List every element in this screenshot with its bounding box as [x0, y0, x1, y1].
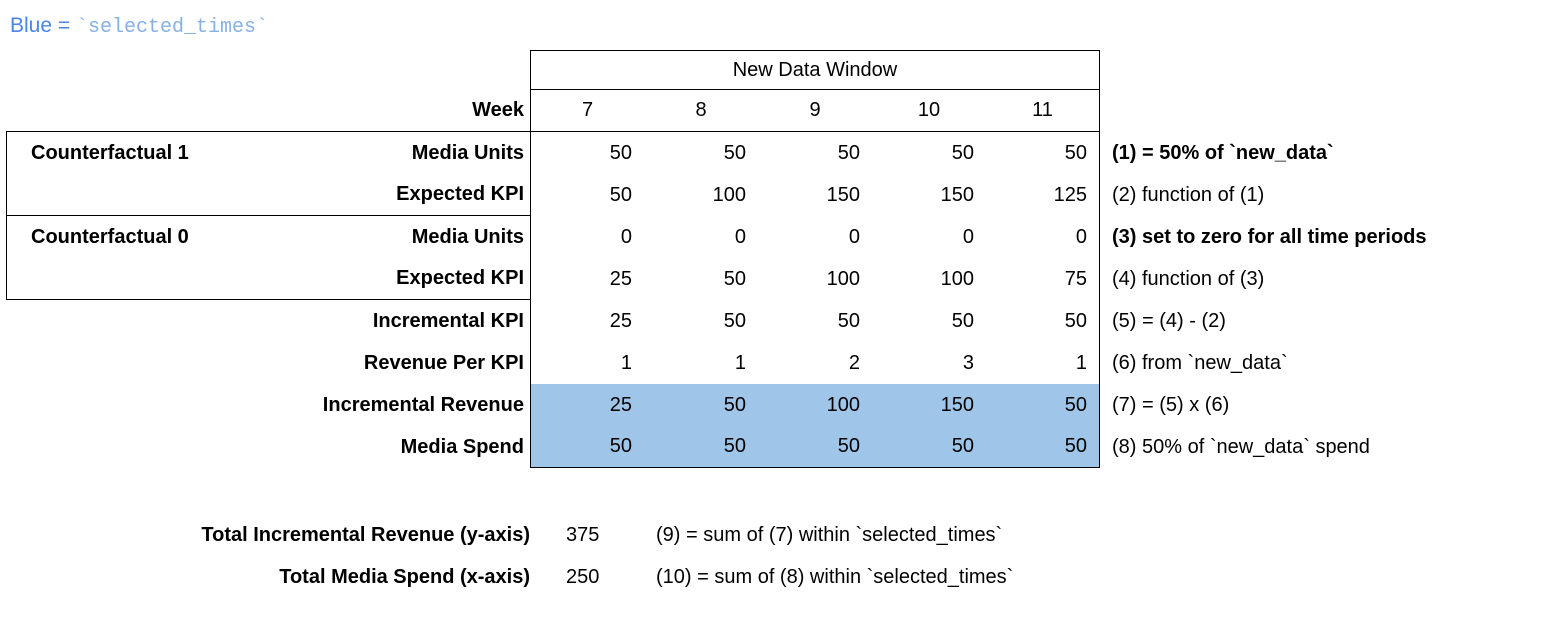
empty-cell	[6, 342, 254, 384]
total-value: 375	[566, 523, 600, 546]
total-value: 250	[566, 565, 600, 588]
value-cell-highlighted: 50	[644, 384, 758, 426]
group-label-counterfactual-1: Counterfactual 1	[6, 132, 254, 174]
row-label: Revenue Per KPI	[363, 351, 524, 374]
empty-cell	[6, 50, 530, 90]
value-cell: 125	[986, 174, 1100, 216]
row-note: (5) = (4) - (2)	[1112, 309, 1226, 332]
value-cell: 50	[986, 300, 1100, 342]
row-label: Expected KPI	[254, 174, 530, 216]
totals-section: Total Incremental Revenue (y-axis) 375 (…	[6, 514, 1544, 598]
week-col: 7	[530, 90, 644, 132]
value-cell: 25	[530, 300, 644, 342]
legend-label: Blue =	[10, 14, 76, 37]
value-cell: 0	[734, 225, 746, 248]
value-cell-highlighted: 25	[530, 384, 644, 426]
value-cell: 50	[530, 132, 644, 174]
empty-cell	[1100, 90, 1544, 132]
value-cell: 0	[962, 225, 974, 248]
value-cell: 1	[734, 351, 746, 374]
total-label: Total Incremental Revenue (y-axis)	[201, 523, 530, 546]
row-note: (1) = 50% of `new_data`	[1112, 141, 1334, 164]
value-cell: 50	[951, 309, 974, 332]
empty-cell	[6, 384, 254, 426]
value-cell: 100	[940, 267, 974, 290]
empty-cell	[6, 426, 254, 468]
value-cell-highlighted: 50	[758, 426, 872, 468]
row-label: Media Units	[411, 225, 524, 248]
value-cell: 25	[530, 258, 644, 300]
total-note: (9) = sum of (7) within `selected_times`	[656, 523, 1003, 546]
value-cell-highlighted: 50	[986, 384, 1100, 426]
value-cell-highlighted: 150	[872, 384, 986, 426]
row-label: Media Units	[411, 141, 524, 164]
value-cell: 50	[837, 141, 860, 164]
value-cell: 50	[951, 141, 974, 164]
group-label-counterfactual-0: Counterfactual 0	[6, 216, 254, 258]
row-note: (4) function of (3)	[1112, 267, 1265, 290]
value-cell: 50	[530, 174, 644, 216]
row-note: (7) = (5) x (6)	[1112, 393, 1230, 416]
value-cell: 1	[530, 342, 644, 384]
value-cell: 75	[986, 258, 1100, 300]
value-cell: 150	[826, 183, 860, 206]
value-cell: 50	[723, 267, 746, 290]
value-cell: 3	[962, 351, 974, 374]
row-label: Incremental KPI	[372, 309, 524, 332]
row-label: Media Spend	[400, 435, 524, 458]
value-cell: 50	[723, 141, 746, 164]
total-note: (10) = sum of (8) within `selected_times…	[656, 565, 1014, 588]
value-cell-highlighted: 50	[530, 426, 644, 468]
value-cell: 0	[986, 216, 1100, 258]
row-note: (3) set to zero for all time periods	[1112, 225, 1427, 248]
week-col: 9	[758, 90, 872, 132]
empty-cell	[6, 90, 254, 132]
empty-cell	[6, 300, 254, 342]
value-cell-highlighted: 50	[986, 426, 1100, 468]
empty-cell	[6, 258, 254, 300]
value-cell: 0	[530, 216, 644, 258]
legend-code: `selected_times`	[75, 16, 268, 39]
week-col: 10	[872, 90, 986, 132]
week-col: 11	[986, 90, 1100, 132]
window-header: New Data Window	[530, 50, 1100, 90]
value-cell-highlighted: 50	[644, 426, 758, 468]
value-cell: 100	[712, 183, 746, 206]
value-cell: 50	[837, 309, 860, 332]
total-incremental-revenue-row: Total Incremental Revenue (y-axis) 375 (…	[6, 514, 1544, 556]
legend: Blue = `selected_times`	[0, 0, 1544, 39]
counterfactual-table: New Data Window Week 7 8 9 10 11 Counter…	[6, 50, 1544, 468]
empty-cell	[1100, 50, 1544, 90]
value-cell: 50	[723, 309, 746, 332]
row-label: Incremental Revenue	[322, 393, 524, 416]
value-cell: 2	[848, 351, 860, 374]
total-label: Total Media Spend (x-axis)	[279, 565, 530, 588]
value-cell: 0	[848, 225, 860, 248]
value-cell: 150	[940, 183, 974, 206]
value-cell: 50	[986, 132, 1100, 174]
value-cell-highlighted: 50	[872, 426, 986, 468]
value-cell: 100	[826, 267, 860, 290]
row-note: (6) from `new_data`	[1112, 351, 1288, 374]
week-col: 8	[644, 90, 758, 132]
empty-cell	[6, 174, 254, 216]
row-note: (8) 50% of `new_data` spend	[1112, 435, 1370, 458]
figure: Blue = `selected_times` New Data Window …	[0, 0, 1544, 598]
total-media-spend-row: Total Media Spend (x-axis) 250 (10) = su…	[6, 556, 1544, 598]
value-cell: 1	[986, 342, 1100, 384]
week-label: Week	[254, 90, 530, 132]
row-label: Expected KPI	[254, 258, 530, 300]
row-note: (2) function of (1)	[1112, 183, 1265, 206]
value-cell-highlighted: 100	[758, 384, 872, 426]
